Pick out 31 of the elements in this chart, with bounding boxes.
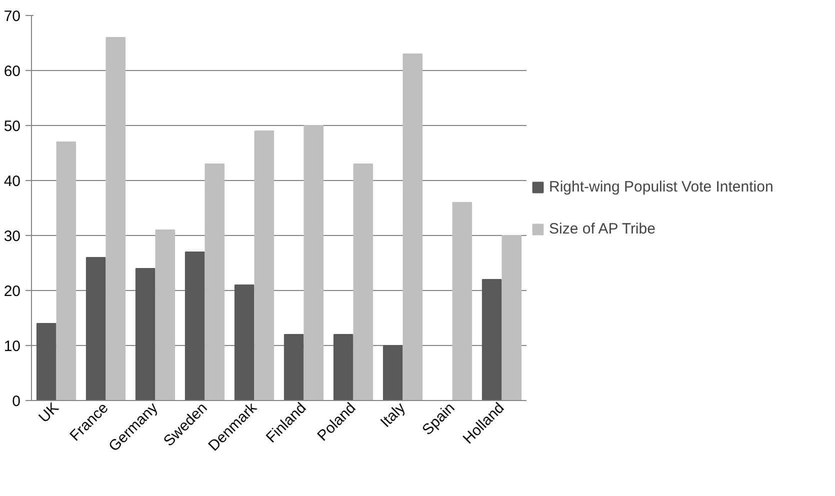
y-tick-label: 70 xyxy=(4,8,21,25)
bar xyxy=(155,230,176,400)
y-tick-label: 30 xyxy=(4,228,21,245)
bar xyxy=(482,279,502,400)
bar xyxy=(452,202,472,400)
bar xyxy=(402,54,423,400)
bar xyxy=(56,142,76,400)
bar xyxy=(284,334,304,400)
legend-label: Size of AP Tribe xyxy=(549,220,656,237)
bar xyxy=(106,37,126,400)
bar xyxy=(135,268,156,400)
bar xyxy=(86,257,106,400)
y-tick-label: 60 xyxy=(4,63,21,80)
y-tick-label: 0 xyxy=(12,393,20,410)
bar xyxy=(234,284,254,400)
x-tick-label: Italy xyxy=(377,399,410,431)
bar xyxy=(382,345,403,400)
bar xyxy=(184,252,205,400)
bar xyxy=(333,334,354,400)
legend-label: Right-wing Populist Vote Intention xyxy=(549,178,774,195)
bar xyxy=(353,164,374,400)
bar xyxy=(36,323,56,400)
bar xyxy=(304,125,324,400)
bar xyxy=(254,130,274,400)
y-tick-label: 40 xyxy=(4,173,21,190)
y-tick-label: 20 xyxy=(4,283,21,300)
x-tick-label: UK xyxy=(36,399,62,426)
bar xyxy=(204,164,225,400)
bar xyxy=(502,235,522,400)
y-tick-label: 50 xyxy=(4,118,21,135)
y-tick-label: 10 xyxy=(4,338,21,355)
